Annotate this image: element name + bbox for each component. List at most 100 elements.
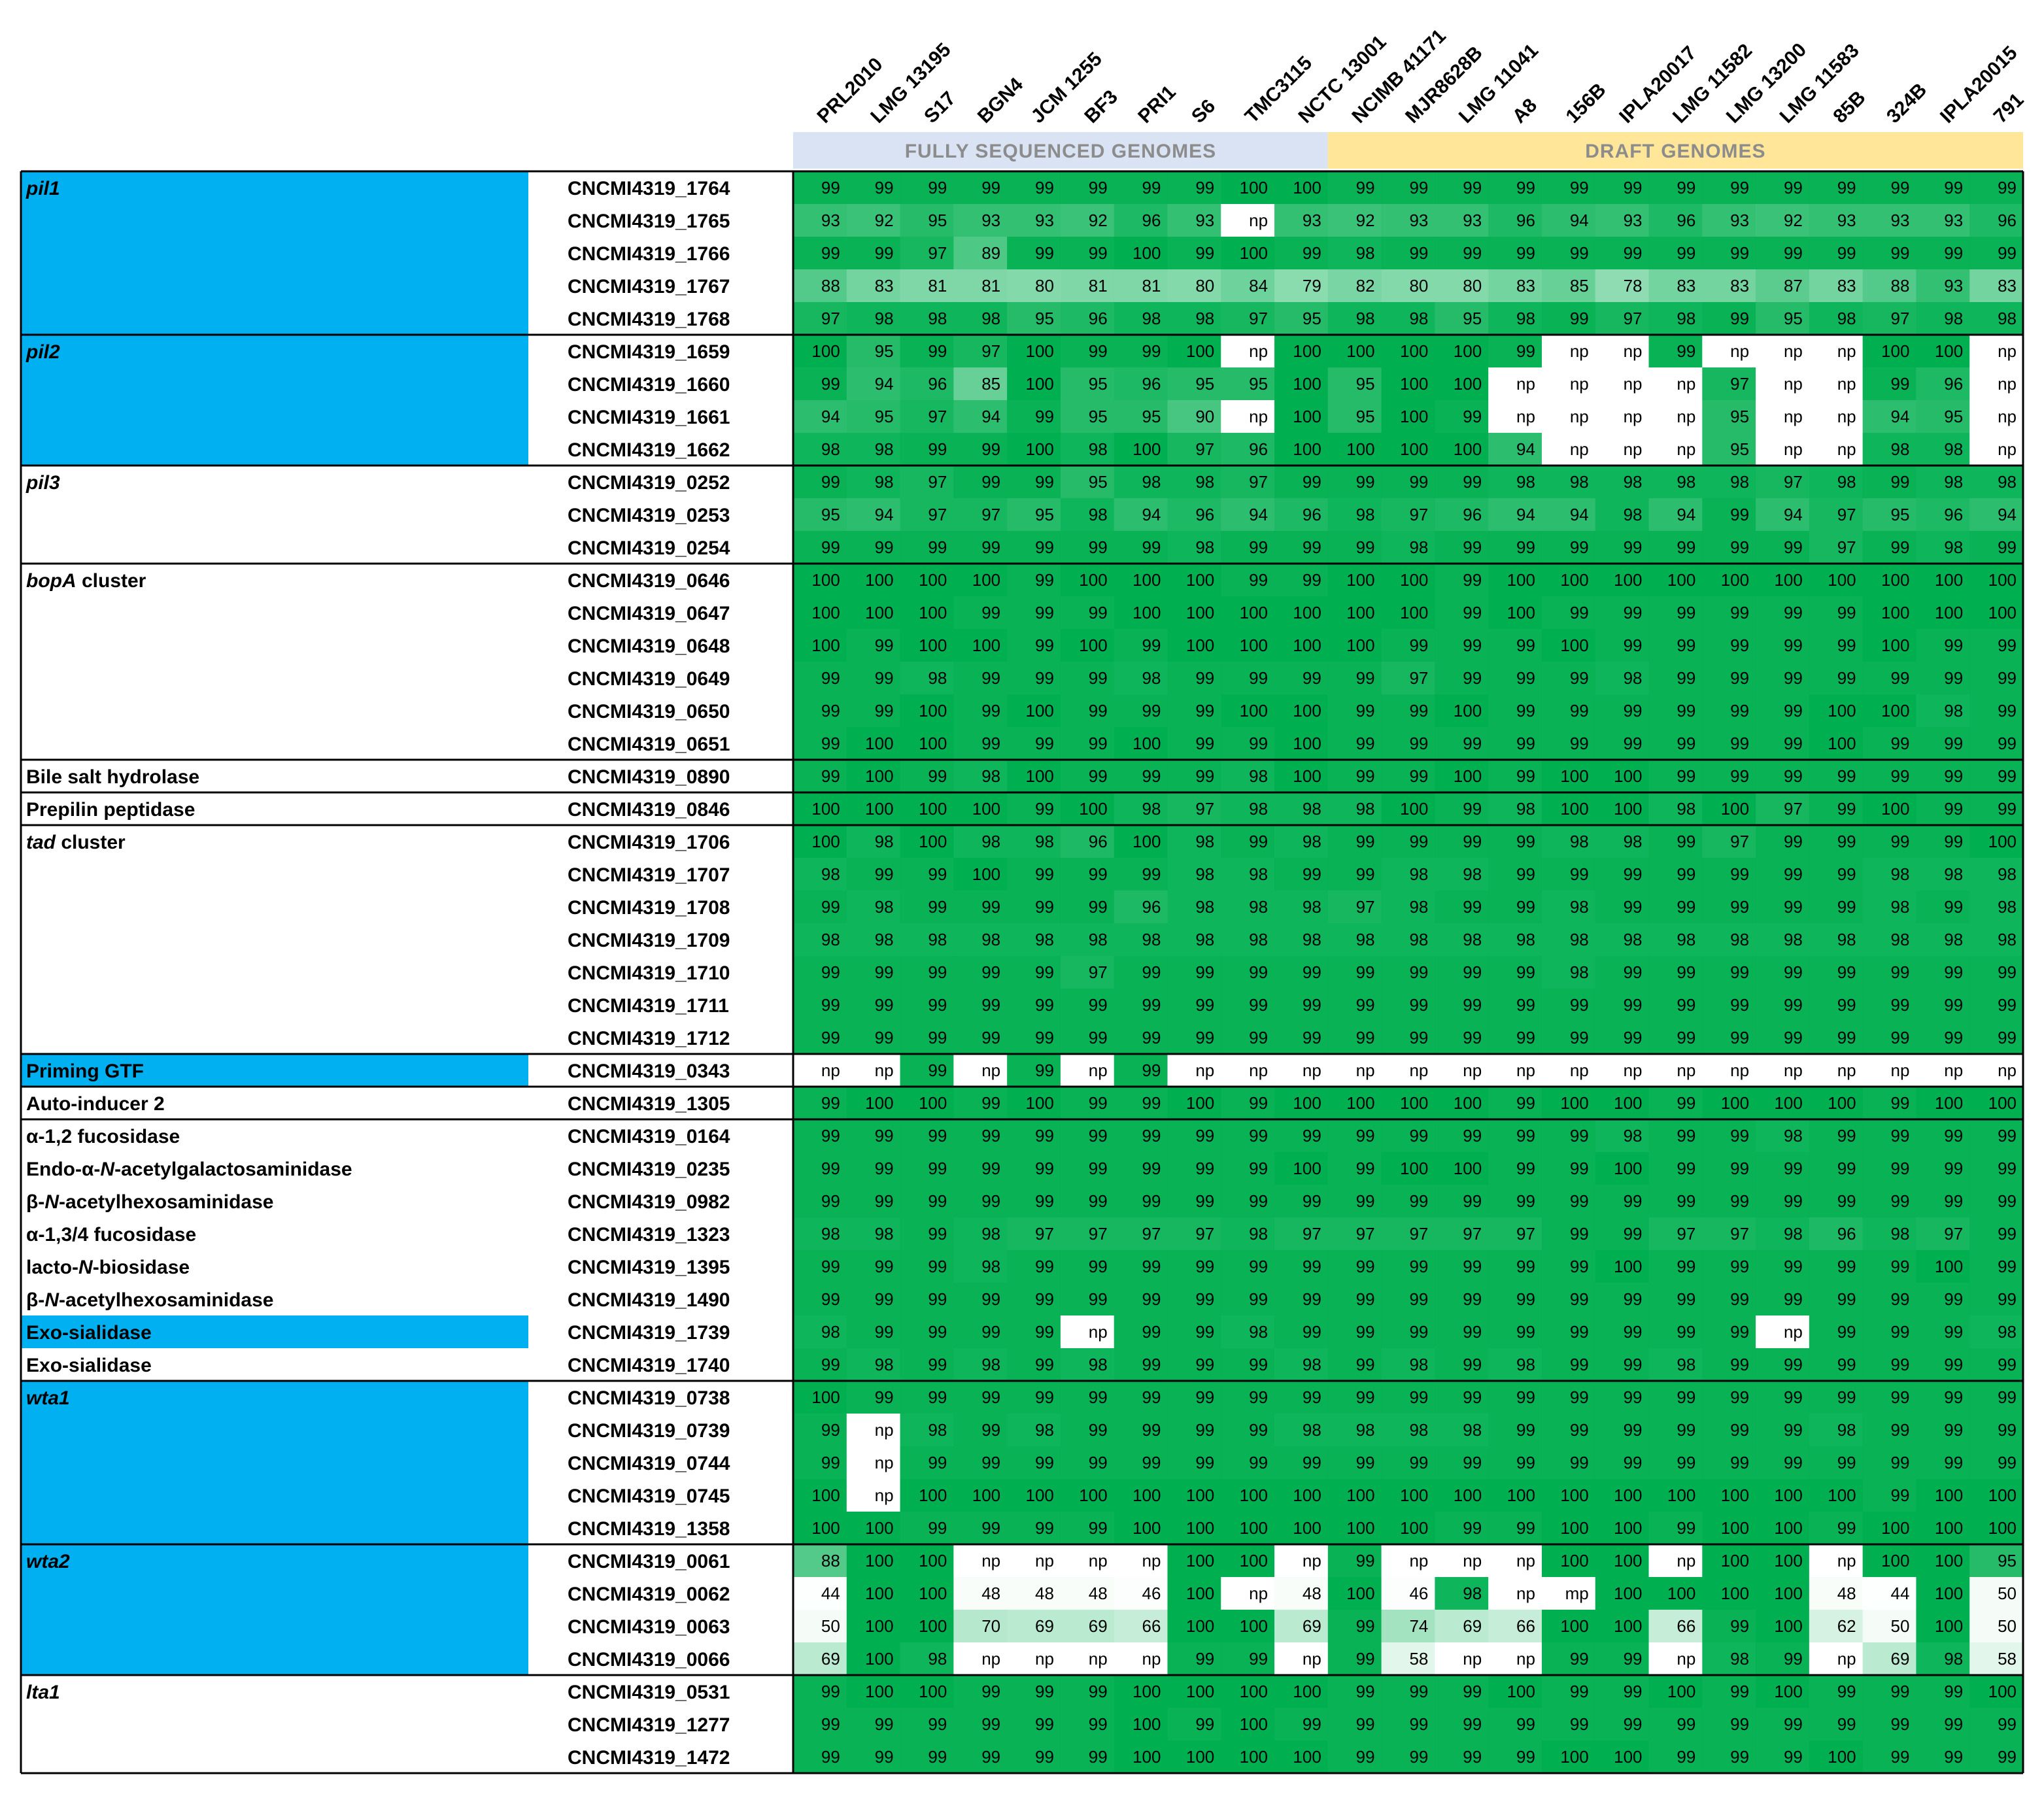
- heatmap-cell: [1060, 400, 1115, 433]
- cell-value: 99: [1249, 995, 1268, 1015]
- cell-value: 98: [1998, 864, 2017, 884]
- cell-value: 99: [1624, 537, 1643, 557]
- heatmap-cell: [1969, 269, 2024, 302]
- cell-value: 99: [1195, 995, 1214, 1015]
- group-highlight: [21, 1544, 528, 1675]
- heatmap-cell: [1916, 269, 1970, 302]
- heatmap-cell: [1756, 531, 1810, 564]
- cell-value: 99: [928, 1257, 947, 1276]
- heatmap-cell: [1702, 1544, 1756, 1577]
- cell-value: 98: [1624, 472, 1643, 492]
- cell-value: 99: [1035, 1191, 1054, 1211]
- cell-value: 95: [821, 505, 840, 524]
- heatmap-cell: [1969, 596, 2024, 629]
- heatmap-cell: [1862, 1381, 1917, 1414]
- cell-value: 98: [1195, 832, 1214, 851]
- heatmap-cell: [846, 760, 901, 792]
- heatmap-cell: [1862, 596, 1917, 629]
- heatmap-cell: [1969, 1152, 2024, 1185]
- heatmap-cell: [1595, 1414, 1650, 1446]
- cell-value: 99: [1356, 1682, 1375, 1701]
- cell-value: 99: [1624, 1224, 1643, 1244]
- cell-value: 94: [1142, 505, 1161, 524]
- cell-value: 99: [1356, 1322, 1375, 1342]
- heatmap-cell: [900, 171, 954, 204]
- cell-value: 99: [1089, 1387, 1108, 1407]
- heatmap-cell: [1327, 923, 1382, 956]
- cell-value: 100: [1828, 1747, 1856, 1767]
- cell-value: 94: [1249, 505, 1268, 524]
- cell-value: 99: [981, 1191, 1000, 1211]
- cell-value: 99: [1624, 1420, 1643, 1440]
- heatmap-cell: [1327, 1185, 1382, 1217]
- heatmap-cell: [953, 1544, 1008, 1577]
- cell-value: 99: [1730, 1191, 1749, 1211]
- heatmap-cell: [900, 1348, 954, 1381]
- cell-value: 99: [1142, 178, 1161, 197]
- cell-value: 100: [1186, 1682, 1214, 1701]
- heatmap-cell: [1595, 1740, 1650, 1773]
- cell-value: 99: [1730, 1159, 1749, 1178]
- cell-value: 99: [875, 1714, 894, 1734]
- heatmap-cell: [953, 792, 1008, 825]
- heatmap-cell: [793, 498, 847, 531]
- cell-value: 100: [1400, 407, 1428, 426]
- heatmap-cell: [793, 367, 847, 400]
- heatmap-cell: [1060, 1446, 1115, 1479]
- heatmap-cell: [793, 1054, 847, 1087]
- cell-value: 98: [1624, 505, 1643, 524]
- heatmap-cell: [1541, 1544, 1596, 1577]
- cell-value: 99: [1624, 864, 1643, 884]
- heatmap-cell: [1274, 694, 1329, 727]
- cell-value: 99: [1142, 537, 1161, 557]
- cell-value: 100: [1293, 1747, 1321, 1767]
- cell-value: np: [1784, 439, 1803, 459]
- cell-value: np: [1624, 1060, 1643, 1080]
- cell-value: 93: [981, 211, 1000, 230]
- cell-value: 50: [1891, 1616, 1910, 1636]
- cell-value: 97: [1730, 832, 1749, 851]
- heatmap-cell: [1595, 596, 1650, 629]
- cell-value: 97: [1784, 799, 1803, 819]
- heatmap-cell: [1702, 1381, 1756, 1414]
- cell-value: 99: [1463, 995, 1482, 1015]
- cell-value: 99: [1409, 1714, 1428, 1734]
- cell-value: np: [1624, 439, 1643, 459]
- heatmap-cell: [900, 1381, 954, 1414]
- heatmap-cell: [1060, 1152, 1115, 1185]
- cell-value: 100: [1935, 603, 1963, 622]
- cell-value: 97: [1730, 1224, 1749, 1244]
- heatmap-cell: [1541, 629, 1596, 662]
- cell-value: 99: [1784, 734, 1803, 753]
- cell-value: 99: [1463, 668, 1482, 688]
- column-header: S6: [1187, 95, 1219, 127]
- heatmap-cell: [1167, 662, 1221, 694]
- cell-value: 99: [1998, 962, 2017, 982]
- heatmap-cell: [1648, 1414, 1703, 1446]
- cell-value: 99: [1089, 1257, 1108, 1276]
- cell-value: 96: [928, 374, 947, 394]
- cell-value: 99: [821, 243, 840, 263]
- heatmap-cell: [1114, 1315, 1168, 1348]
- cell-value: 99: [1249, 1355, 1268, 1374]
- cell-value: 97: [1784, 472, 1803, 492]
- cell-value: 99: [1891, 178, 1910, 197]
- cell-value: 99: [1677, 537, 1695, 557]
- cell-value: 97: [981, 341, 1000, 361]
- heatmap-cell: [793, 1642, 847, 1675]
- cell-value: 99: [1409, 178, 1428, 197]
- cell-value: 99: [1944, 995, 1963, 1015]
- heatmap-cell: [953, 891, 1008, 923]
- cell-value: 62: [1837, 1616, 1856, 1636]
- heatmap-cell: [1060, 1185, 1115, 1217]
- gene-id: CNCMI4319_0739: [568, 1420, 730, 1442]
- heatmap-cell: [1969, 989, 2024, 1021]
- heatmap-cell: [1221, 1054, 1275, 1087]
- heatmap-cell: [1756, 1119, 1810, 1152]
- heatmap-cell: [793, 433, 847, 466]
- cell-value: 99: [1570, 537, 1589, 557]
- heatmap-cell: [1969, 1446, 2024, 1479]
- heatmap-cell: [953, 989, 1008, 1021]
- heatmap-cell: [1541, 891, 1596, 923]
- cell-value: np: [1677, 1649, 1695, 1669]
